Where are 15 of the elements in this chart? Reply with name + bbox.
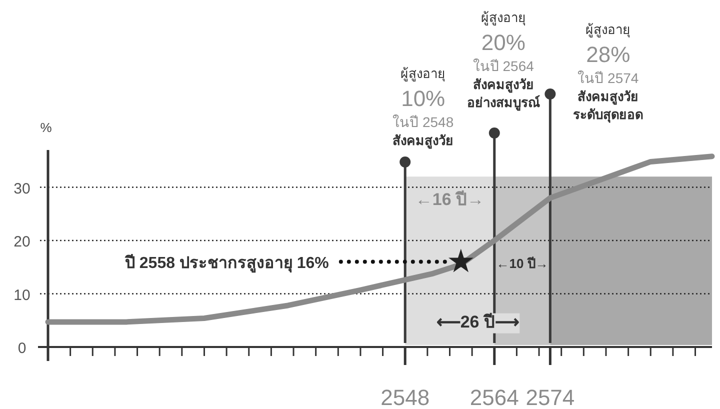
ref-line-label: ผู้สูงอายุ 20% ในปี 2564 สังคมสูงวัย อย่างสมบูรณ์ [466, 10, 540, 111]
y-axis-title: % [40, 120, 52, 135]
annotation: ปี 2558 ประชากรสูงอายุ 16% [124, 252, 329, 274]
y-tick-label: 0 [18, 340, 26, 357]
x-tick-label: 2548 [380, 385, 430, 409]
ref-line-label: ผู้สูงอายุ 10% ในปี 2548 สังคมสูงวัย [392, 66, 454, 149]
ref-line-label: ผู้สูงอายุ 28% ในปี 2574 สังคมสูงวัย ระดับสุดยอด [573, 22, 644, 123]
annotation: ⟵26 ปี⟶ [436, 311, 519, 332]
annotation: ←10 ปี→ [496, 256, 548, 272]
y-tick-label: 10 [14, 286, 30, 304]
x-tick-label: 2564 [470, 385, 519, 409]
y-tick-label: 20 [14, 234, 30, 251]
y-tick-label: 30 [14, 180, 30, 198]
annotation: ←16 ปี→ [415, 189, 484, 210]
x-tick-label: 2574 [526, 385, 575, 409]
